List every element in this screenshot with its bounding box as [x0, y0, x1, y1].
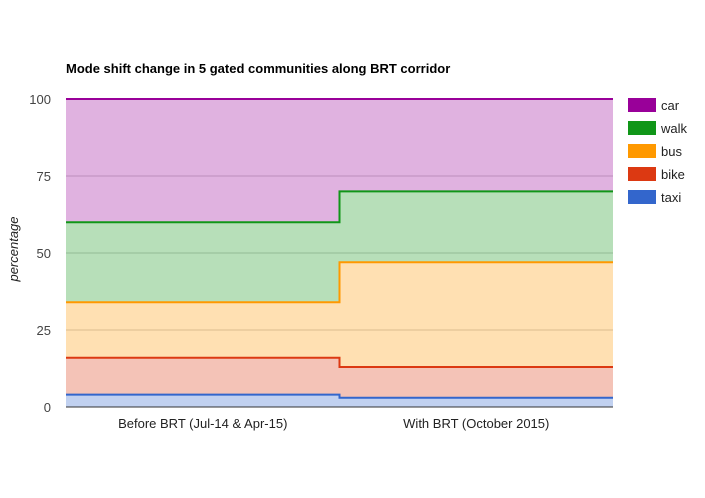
- line-taxi: [66, 393, 613, 399]
- legend-swatch-walk: [628, 121, 656, 135]
- y-axis-label: percentage: [6, 216, 21, 282]
- legend-label-car: car: [661, 98, 680, 113]
- y-tick-label-75: 75: [37, 169, 51, 184]
- legend: car walk bus bike taxi: [628, 98, 688, 205]
- line-bus: [66, 261, 613, 304]
- legend-swatch-bike: [628, 167, 656, 181]
- line-bike: [66, 356, 613, 368]
- y-tick-label-25: 25: [37, 323, 51, 338]
- legend-item-car[interactable]: car: [628, 98, 680, 113]
- y-tick-label-100: 100: [29, 92, 51, 107]
- axes: 0 25 50 75 100 Before BRT (Jul-14 & Apr-15) Wi…: [29, 92, 613, 431]
- x-category-label: With BRT (October 2015): [403, 416, 549, 431]
- legend-item-taxi[interactable]: taxi: [628, 190, 681, 205]
- legend-swatch-taxi: [628, 190, 656, 204]
- legend-label-taxi: taxi: [661, 190, 681, 205]
- legend-item-bus[interactable]: bus: [628, 144, 682, 159]
- chart-title: Mode shift change in 5 gated communities…: [66, 61, 450, 76]
- line-walk: [66, 190, 613, 224]
- legend-swatch-bus: [628, 144, 656, 158]
- legend-label-walk: walk: [660, 121, 688, 136]
- area-bus: [66, 262, 613, 367]
- legend-item-bike[interactable]: bike: [628, 167, 685, 182]
- series-lines: [66, 98, 613, 399]
- legend-item-walk[interactable]: walk: [628, 121, 688, 136]
- y-tick-label-50: 50: [37, 246, 51, 261]
- area-walk: [66, 191, 613, 303]
- x-category-label: Before BRT (Jul-14 & Apr-15): [118, 416, 287, 431]
- y-tick-label-0: 0: [44, 400, 51, 415]
- legend-label-bike: bike: [661, 167, 685, 182]
- legend-swatch-car: [628, 98, 656, 112]
- legend-label-bus: bus: [661, 144, 682, 159]
